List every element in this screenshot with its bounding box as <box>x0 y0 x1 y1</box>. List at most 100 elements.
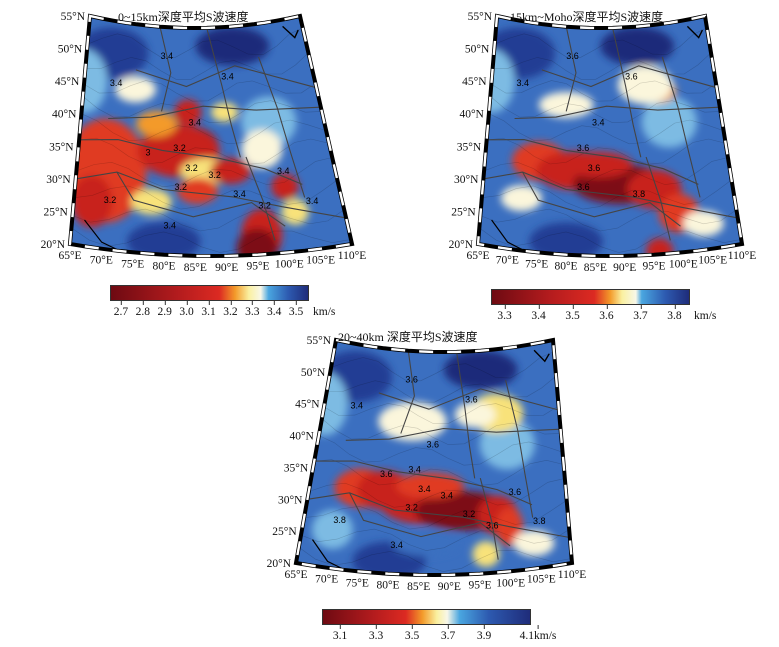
map3-title: 20~40km 深度平均S波速度 <box>338 330 478 344</box>
longitude-label: 75°E <box>121 258 144 270</box>
latitude-label: 25°N <box>272 526 297 538</box>
velocity-anomaly <box>682 210 724 237</box>
longitude-label: 105°E <box>527 574 556 586</box>
longitude-label: 110°E <box>558 569 586 581</box>
contour-label: 3.2 <box>173 143 186 153</box>
block-boundary <box>565 26 577 112</box>
longitude-label: 65°E <box>58 250 81 262</box>
latitude-label: 50°N <box>58 44 83 56</box>
longitude-label: 85°E <box>407 581 430 593</box>
contour-label: 3.2 <box>185 163 198 173</box>
block-boundary <box>116 171 286 227</box>
contour-label: 3.4 <box>277 166 290 176</box>
block-boundary <box>206 27 241 158</box>
longitude-label: 95°E <box>468 580 491 592</box>
latitude-label: 40°N <box>289 431 314 443</box>
velocity-anomaly <box>236 228 278 256</box>
contour-label: 3.6 <box>588 163 601 173</box>
longitude-label: 70°E <box>315 574 338 586</box>
contour-label: 3.4 <box>516 78 529 88</box>
longitude-label: 110°E <box>338 250 366 262</box>
block-boundary <box>400 350 415 434</box>
latitude-label: 30°N <box>278 494 303 506</box>
latitude-label: 50°N <box>301 367 326 379</box>
block-boundary <box>612 27 642 158</box>
latitude-label: 45°N <box>55 76 80 88</box>
block-boundary <box>541 65 717 89</box>
latitude-label: 45°N <box>295 399 320 411</box>
longitude-label: 90°E <box>215 262 238 274</box>
latitude-label: 25°N <box>43 206 68 218</box>
colorbar-tick-label: 3.5 <box>565 305 580 322</box>
block-boundary <box>307 492 570 539</box>
colorbar-tick-label: 3.9 <box>476 625 492 642</box>
map1-title: 0~15km深度平均S波速度 <box>118 10 249 24</box>
colorbar-tick-label: 3.7 <box>633 305 648 322</box>
colorbar-tick-label: 3.4 <box>531 305 546 322</box>
latitude-label: 55°N <box>468 11 493 23</box>
contour-label: 3.2 <box>104 195 117 205</box>
latitude-label: 30°N <box>46 174 71 186</box>
latitude-label: 40°N <box>52 109 77 121</box>
latitude-label: 35°N <box>457 141 482 153</box>
colorbar-tick-label: 3.3 <box>368 625 384 642</box>
contour-label: 3.4 <box>164 221 177 231</box>
colorbar-tick-label: 4.1km/s <box>519 625 557 642</box>
contour-label: 3.6 <box>380 469 393 479</box>
block-boundary <box>479 477 499 560</box>
contour-label: 3.4 <box>390 540 403 550</box>
contour-label: 3.6 <box>625 72 638 82</box>
longitude-label: 75°E <box>346 577 369 589</box>
contour-label: 3.4 <box>188 118 201 128</box>
longitude-label: 105°E <box>306 255 335 267</box>
velocity-anomaly <box>500 185 542 212</box>
block-boundary <box>135 65 317 89</box>
contour-label: 3.2 <box>258 201 271 211</box>
velocity-anomaly <box>311 510 353 550</box>
block-boundary <box>486 139 699 185</box>
colorbar-tick-label: 2.8 <box>135 301 151 318</box>
colorbar-tick-label: 3.8 <box>667 305 682 322</box>
contour-label: 3.2 <box>208 170 221 180</box>
velocity-anomaly <box>115 76 156 103</box>
block-boundary <box>522 171 681 227</box>
contour-label: 3.4 <box>221 72 234 82</box>
colorbar-tick-label: 3.3 <box>245 301 260 318</box>
contour-label: 3.6 <box>577 182 590 192</box>
velocity-anomaly <box>281 198 309 225</box>
contour-label: 3.2 <box>174 182 187 192</box>
block-boundary <box>505 380 534 518</box>
colorbar-tick-label: 3.1 <box>201 301 216 318</box>
velocity-anomaly <box>395 472 464 499</box>
contour-label: 3.4 <box>592 118 605 128</box>
lake-baikal <box>282 25 299 39</box>
velocity-anomaly <box>392 530 461 557</box>
velocity-anomaly <box>564 151 633 178</box>
velocity-anomaly <box>174 99 202 126</box>
contour-label: 3.8 <box>333 515 346 525</box>
contour-label: 3.4 <box>418 484 431 494</box>
map-2: 3.6 3.6 3.4 3.4 3.6 3.6 3.6 3.8 55°N 50°N 45°N 40°N… <box>449 11 757 274</box>
colorbar-tick-label: 2.9 <box>157 301 172 318</box>
colorbar-tick-label: 3.0 <box>179 301 194 318</box>
velocity-anomaly <box>71 175 113 228</box>
coastline <box>312 539 346 571</box>
contour-label: 3.4 <box>233 189 246 199</box>
map-1: 3.4 3.4 3.4 3.4 3.2 3.2 3.2 3.4 3.2 3.2 3.4 3.4 3.2 3… <box>41 11 367 274</box>
contour-label: 3.8 <box>533 516 546 526</box>
colorbar-tick-label: 3.4 <box>266 301 282 318</box>
block-boundary <box>661 56 701 198</box>
longitude-label: 110°E <box>728 250 756 262</box>
colorbar-gradient <box>322 609 531 625</box>
lake-baikal <box>533 349 550 363</box>
colorbar-gradient <box>110 285 309 301</box>
colorbar-tick-label: 3.6 <box>599 305 614 322</box>
latitude-label: 25°N <box>451 206 476 218</box>
contour-label: 3.4 <box>161 51 174 61</box>
velocity-anomaly <box>241 129 283 169</box>
contour-label: 3.2 <box>463 509 476 519</box>
map-3: 3.63.63.43.63.43.43.23.23.43.63.63.83.83… <box>267 335 587 593</box>
colorbar-tick-label: 3.5 <box>404 625 420 642</box>
block-boundary <box>645 156 671 241</box>
